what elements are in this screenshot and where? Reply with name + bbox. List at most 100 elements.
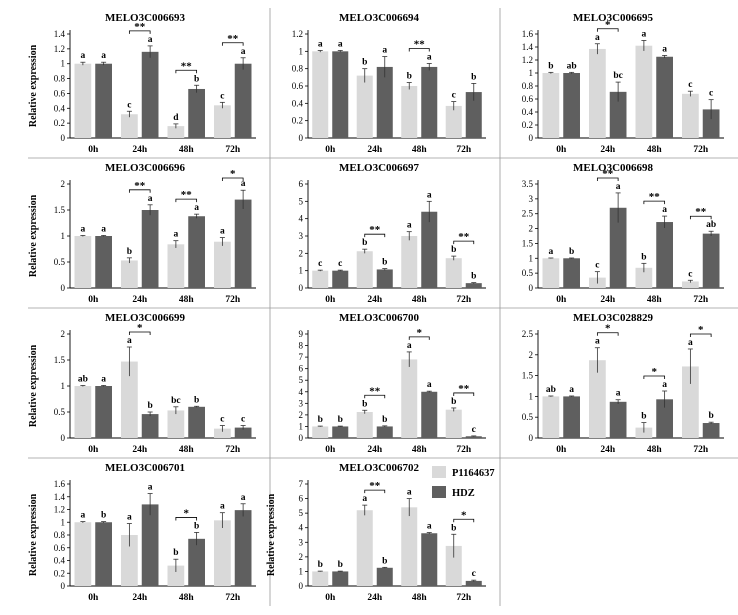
bar-p1164637	[121, 114, 138, 138]
significance-letter: b	[641, 412, 646, 422]
significance-marker: *	[137, 322, 143, 334]
significance-letter: b	[338, 560, 343, 570]
bar-p1164637	[167, 244, 185, 288]
significance-bracket	[175, 517, 198, 521]
bar-p1164637	[312, 426, 329, 438]
x-tick-label: 72h	[225, 295, 241, 305]
bar-p1164637	[167, 126, 185, 138]
significance-bracket	[689, 215, 712, 220]
significance-bracket	[221, 177, 244, 181]
bar-p1164637	[635, 427, 653, 438]
bar-p1164637	[312, 270, 329, 288]
bar-p1164637	[635, 267, 653, 288]
y-tick-label: 9	[299, 329, 304, 339]
x-tick-label: 48h	[647, 145, 663, 155]
significance-letter: c	[241, 415, 245, 425]
bar-hdz	[95, 63, 112, 138]
significance-letter: a	[148, 483, 153, 493]
y-tick-label: 1	[299, 566, 304, 576]
x-tick-label: 72h	[693, 145, 709, 155]
significance-letter: a	[427, 52, 432, 62]
bar-hdz	[702, 109, 720, 138]
bar-p1164637	[445, 105, 462, 138]
bar-hdz	[95, 522, 112, 586]
significance-letter: a	[241, 179, 246, 189]
bar-p1164637	[401, 86, 418, 138]
y-tick-label: 6	[299, 364, 304, 374]
bar-hdz	[702, 423, 720, 438]
y-tick-label: 0	[61, 581, 66, 591]
y-tick-label: 0.5	[54, 407, 66, 417]
x-tick-label: 0h	[325, 593, 336, 603]
significance-bracket	[221, 42, 244, 46]
significance-letter: b	[362, 399, 367, 409]
y-axis-label: Relative expression	[28, 44, 39, 127]
significance-letter: a	[688, 338, 693, 348]
y-tick-label: 3	[299, 398, 304, 408]
significance-marker: *	[698, 324, 704, 336]
x-tick-label: 24h	[132, 445, 148, 455]
bar-hdz	[465, 436, 482, 438]
bar-hdz	[332, 571, 349, 586]
legend-swatch-p1164637	[432, 466, 446, 478]
chart-title: MELO3C006696	[105, 162, 186, 174]
y-tick-label: 1.2	[54, 44, 65, 54]
y-tick-label: 1.4	[54, 29, 66, 39]
bar-p1164637	[542, 73, 560, 138]
significance-letter: a	[81, 224, 86, 234]
bar-p1164637	[312, 571, 329, 586]
significance-marker: *	[184, 507, 190, 519]
x-tick-label: 24h	[367, 445, 383, 455]
bar-hdz	[609, 401, 627, 438]
x-tick-label: 0h	[88, 593, 99, 603]
bar-hdz	[563, 258, 580, 288]
bar-hdz	[376, 426, 393, 438]
x-tick-label: 24h	[367, 295, 383, 305]
y-tick-label: 1.6	[522, 29, 534, 39]
x-tick-label: 0h	[88, 295, 99, 305]
significance-letter: c	[220, 415, 224, 425]
significance-letter: a	[407, 221, 412, 231]
significance-bracket	[643, 375, 666, 379]
significance-letter: c	[220, 91, 224, 101]
significance-marker: **	[181, 60, 193, 72]
significance-marker: **	[227, 33, 239, 45]
y-tick-label: 0	[299, 581, 304, 591]
significance-letter: a	[318, 39, 323, 49]
significance-letter: b	[127, 247, 132, 257]
y-tick-label: 4	[299, 523, 304, 533]
bar-p1164637	[356, 412, 373, 438]
bar-p1164637	[356, 251, 373, 288]
significance-letter: b	[194, 395, 199, 405]
significance-marker: **	[458, 383, 470, 395]
significance-letter: a	[569, 385, 574, 395]
significance-letter: a	[81, 511, 86, 521]
significance-letter: a	[194, 203, 199, 213]
significance-letter: a	[241, 493, 246, 503]
significance-letter: a	[338, 39, 343, 49]
x-tick-label: 72h	[456, 145, 472, 155]
significance-letter: a	[382, 46, 387, 56]
significance-letter: a	[220, 227, 225, 237]
significance-marker: **	[369, 224, 381, 236]
significance-letter: c	[318, 259, 322, 269]
y-tick-label: 1	[299, 421, 304, 431]
significance-letter: b	[708, 411, 713, 421]
bar-hdz	[609, 207, 627, 288]
significance-letter: a	[427, 522, 432, 532]
y-tick-label: 0	[299, 133, 304, 143]
x-tick-label: 72h	[693, 445, 709, 455]
y-tick-label: 1.6	[54, 479, 66, 489]
significance-letter: a	[127, 336, 132, 346]
significance-letter: a	[662, 44, 667, 54]
significance-bracket	[453, 392, 475, 396]
y-tick-label: 0.8	[54, 530, 66, 540]
significance-bracket	[689, 333, 712, 337]
bar-p1164637	[121, 535, 138, 586]
y-tick-label: 3	[299, 231, 304, 241]
significance-bracket	[408, 48, 430, 52]
y-tick-label: 1	[61, 231, 66, 241]
y-tick-label: 1	[299, 266, 304, 276]
x-tick-label: 0h	[556, 295, 567, 305]
